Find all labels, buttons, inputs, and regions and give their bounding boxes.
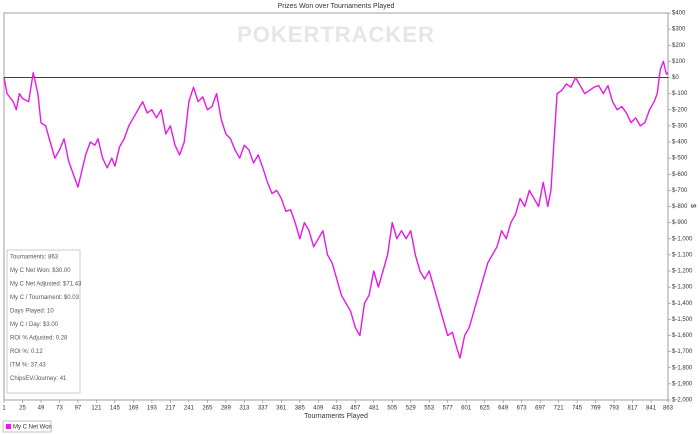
x-tick-label: 457 xyxy=(350,406,361,412)
y-tick-label: $-1,100 xyxy=(672,252,693,258)
stat-line: Days Played: 10 xyxy=(10,309,54,315)
stat-line: My C Net Adjusted: $71.43 xyxy=(10,282,82,288)
x-tick-label: 1 xyxy=(2,406,6,412)
x-axis-title: Tournaments Played xyxy=(304,413,368,420)
x-tick-label: 385 xyxy=(295,406,306,412)
x-tick-label: 169 xyxy=(128,406,139,412)
stat-line: ROI % Adjusted: 0.28 xyxy=(10,336,68,342)
y-tick-label: $-800 xyxy=(672,204,688,210)
x-tick-label: 505 xyxy=(387,406,398,412)
y-tick-label: $400 xyxy=(672,11,686,17)
x-tick-label: 361 xyxy=(276,406,287,412)
x-tick-label: 49 xyxy=(38,406,45,412)
x-tick-label: 337 xyxy=(258,406,269,412)
x-tick-label: 145 xyxy=(110,406,121,412)
legend-box xyxy=(2,420,52,433)
x-tick-label: 25 xyxy=(19,406,26,412)
y-tick-label: $-400 xyxy=(672,140,688,146)
x-tick-label: 841 xyxy=(646,406,657,412)
x-tick-label: 673 xyxy=(517,406,528,412)
x-tick-label: 817 xyxy=(628,406,639,412)
y-tick-label: $-1,900 xyxy=(672,381,693,387)
stat-line: My C / Day: $3.00 xyxy=(10,322,59,328)
y-tick-label: $-300 xyxy=(672,123,688,129)
x-tick-label: 193 xyxy=(147,406,158,412)
y-tick-label: $300 xyxy=(672,27,686,33)
data-line xyxy=(3,60,669,359)
y-tick-label: $-700 xyxy=(672,188,688,194)
stat-line: ChipsEV/Journey: 41 xyxy=(10,376,67,382)
x-tick-label: 289 xyxy=(221,406,232,412)
chart-title: Prizes Won over Tournaments Played xyxy=(278,3,395,10)
y-tick-label: $-1,800 xyxy=(672,365,693,371)
x-tick-label: 97 xyxy=(75,406,82,412)
x-tick-label: 649 xyxy=(498,406,509,412)
y-tick-label: $100 xyxy=(672,59,686,65)
stat-line: My C Net Won: $30.00 xyxy=(10,268,71,274)
watermark: POKERTRACKER xyxy=(237,22,435,47)
y-tick-label: $-1,400 xyxy=(672,301,693,307)
x-tick-label: 793 xyxy=(609,406,620,412)
x-tick-label: 409 xyxy=(313,406,324,412)
x-tick-label: 863 xyxy=(663,406,674,412)
y-tick-label: $-1,300 xyxy=(672,285,693,291)
x-tick-label: 553 xyxy=(424,406,435,412)
y-tick-label: $-100 xyxy=(672,91,688,97)
y-tick-label: $-200 xyxy=(672,107,688,113)
stat-line: My C / Tournament: $0.03 xyxy=(10,295,80,301)
y-tick-label: $-1,600 xyxy=(672,333,693,339)
plot-frame xyxy=(3,12,669,401)
x-tick-label: 745 xyxy=(572,406,583,412)
y-tick-label: $0 xyxy=(672,75,679,81)
stats-box xyxy=(6,249,81,394)
y-tick-label: $200 xyxy=(672,43,686,49)
x-tick-label: 121 xyxy=(91,406,102,412)
x-tick-label: 697 xyxy=(535,406,546,412)
x-tick-label: 241 xyxy=(184,406,195,412)
stat-line: ROI %: 0.12 xyxy=(10,349,43,355)
x-tick-label: 265 xyxy=(202,406,213,412)
stat-line: Tournaments: 863 xyxy=(10,255,59,261)
x-tick-label: 73 xyxy=(56,406,63,412)
y-tick-label: $-1,700 xyxy=(672,349,693,355)
x-tick-label: 217 xyxy=(165,406,176,412)
x-tick-label: 769 xyxy=(591,406,602,412)
x-tick-label: 625 xyxy=(480,406,491,412)
y-tick-label: $-1,000 xyxy=(672,236,693,242)
y-tick-label: $-500 xyxy=(672,156,688,162)
x-tick-label: 577 xyxy=(443,406,454,412)
x-tick-label: 601 xyxy=(461,406,472,412)
y-axis-title: $ xyxy=(689,204,696,208)
x-tick-label: 721 xyxy=(554,406,565,412)
x-tick-label: 529 xyxy=(406,406,417,412)
legend-swatch xyxy=(6,424,11,429)
y-tick-label: $-900 xyxy=(672,220,688,226)
x-tick-label: 313 xyxy=(239,406,250,412)
x-tick-label: 481 xyxy=(369,406,380,412)
y-tick-label: $-600 xyxy=(672,172,688,178)
x-tick-label: 433 xyxy=(332,406,343,412)
y-tick-label: $-2,000 xyxy=(672,398,693,404)
stat-line: ITM %: 37.43 xyxy=(10,363,46,369)
y-tick-label: $-1,200 xyxy=(672,269,693,275)
y-tick-label: $-1,500 xyxy=(672,317,693,323)
legend-label: My C Net Won xyxy=(13,425,52,431)
